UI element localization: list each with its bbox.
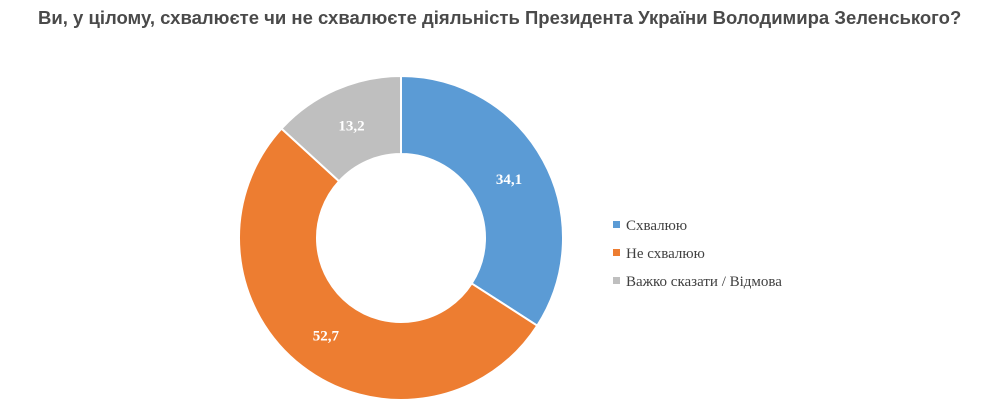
legend-swatch-3 <box>613 277 620 284</box>
slice-1 <box>400 74 564 328</box>
slice-3 <box>280 74 402 183</box>
slice-value-label-3: 13,2 <box>338 118 364 134</box>
legend-swatch-2 <box>613 249 620 256</box>
slice-value-label-1: 34,1 <box>496 172 522 188</box>
legend: Схвалюю Не схвалюю Важко сказати / Відмова <box>613 218 782 290</box>
question-title: Ви, у цілому, схвалюєте чи не схвалюєте … <box>38 7 962 28</box>
slice-labels: 34,1 52,7 13,2 <box>313 118 522 344</box>
donut-slices <box>238 74 564 401</box>
legend-label-3: Важко сказати / Відмова <box>626 274 782 290</box>
legend-label-2: Не схвалюю <box>626 246 705 262</box>
slice-value-label-2: 52,7 <box>313 328 340 344</box>
legend-label-1: Схвалюю <box>626 218 687 234</box>
slice-2 <box>238 127 539 401</box>
legend-swatch-1 <box>613 221 620 228</box>
